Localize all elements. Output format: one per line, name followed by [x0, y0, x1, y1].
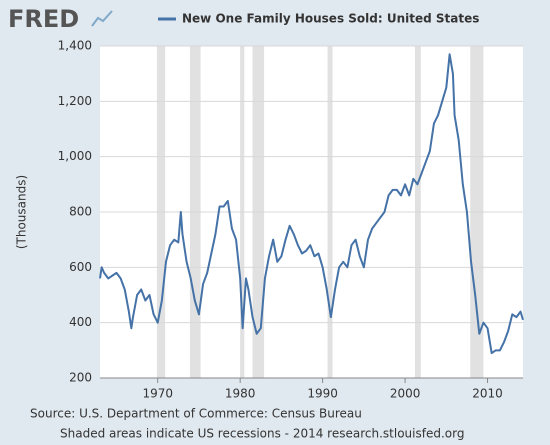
y-tick-label: 200 — [69, 371, 92, 385]
y-tick-label: 400 — [69, 315, 92, 329]
logo: FRED — [8, 5, 79, 33]
x-tick-label: 1980 — [225, 387, 256, 401]
x-tick-label: 1990 — [307, 387, 338, 401]
x-tick-label: 2000 — [390, 387, 421, 401]
y-axis-label: (Thousands) — [15, 175, 29, 249]
logo-icon — [91, 10, 113, 27]
data-line — [99, 53, 524, 355]
footer-note: Shaded areas indicate US recessions - 20… — [60, 427, 464, 441]
y-tick-label: 1,200 — [58, 94, 92, 108]
footer-source: Source: U.S. Department of Commerce: Cen… — [30, 407, 362, 421]
y-tick-label: 600 — [69, 260, 92, 274]
y-tick-label: 1,400 — [58, 39, 92, 53]
y-tick-label: 800 — [69, 205, 92, 219]
y-tick-label: 1,000 — [58, 149, 92, 163]
x-tick-label: 2010 — [472, 387, 503, 401]
x-tick-label: 1970 — [142, 387, 173, 401]
legend-label: New One Family Houses Sold: United State… — [182, 12, 479, 26]
